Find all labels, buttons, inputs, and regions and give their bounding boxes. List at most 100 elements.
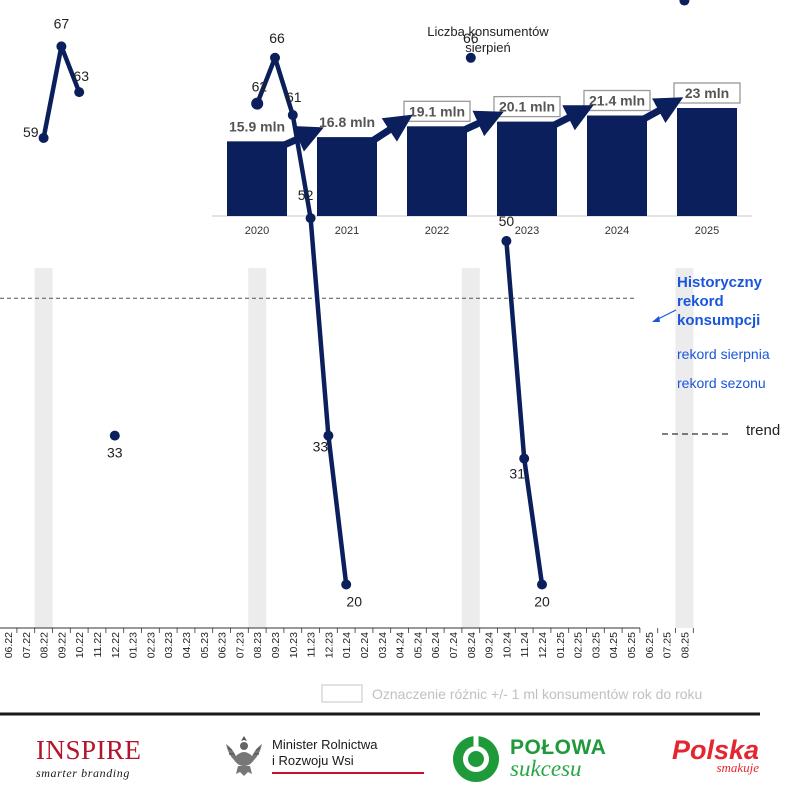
inspire-logo: INSPIRE smarter branding: [36, 735, 142, 781]
x-tick-label: 09.23: [270, 632, 282, 658]
bar-category-label: 2025: [695, 225, 719, 237]
data-point-08.23: [251, 97, 264, 110]
x-tick-label: 06.25: [644, 632, 656, 658]
x-tick-label: 11.22: [92, 632, 104, 658]
diff-note-swatch: [321, 684, 363, 703]
x-tick-label: 06.23: [217, 632, 229, 658]
bar-category-label: 2023: [515, 225, 539, 237]
x-tick-label: 08.22: [39, 632, 51, 658]
x-tick-label: 06.22: [3, 632, 15, 658]
x-tick-label: 02.24: [359, 632, 371, 658]
data-point-12.24: [537, 579, 547, 590]
data-point-08.22: [38, 132, 49, 143]
minister-logo-underline: [272, 771, 424, 774]
x-tick-label: 08.24: [466, 632, 478, 658]
bar-value-box: [583, 89, 651, 112]
x-tick-label: 05.24: [412, 632, 424, 658]
polska-logo-tagline: smakuje: [716, 760, 760, 775]
historic-record-title-3: konsumpcji: [677, 312, 760, 329]
data-label-09.22: 67: [54, 15, 70, 31]
data-label-12.23: 33: [313, 439, 329, 455]
x-tick-label: 01.25: [555, 632, 567, 658]
x-tick-label: 03.23: [163, 632, 175, 658]
bar-value-label: 15.9 mln: [229, 118, 285, 134]
season-band-08.25: [675, 268, 694, 628]
bar-value-box: [673, 82, 741, 104]
legend-season-record: rekord sezonu: [677, 375, 766, 391]
data-point-12.22: [109, 430, 120, 441]
bar-value-label: 23 mln: [685, 85, 729, 101]
data-point-10.24: [501, 236, 512, 246]
data-point-09.23: [270, 52, 280, 63]
x-tick-label: 12.24: [537, 632, 549, 658]
minister-logo-line2: i Rozwoju Wsi: [272, 752, 354, 768]
eagle-emblem-icon: [226, 736, 262, 776]
data-label-08.22: 59: [23, 124, 39, 140]
x-tick-label: 12.22: [110, 632, 122, 658]
legend-trend-label: trend: [746, 422, 780, 439]
minister-logo: Minister Rolnictwa i Rozwoju Wsi: [222, 732, 424, 778]
bar-category-label: 2022: [425, 225, 449, 237]
data-label-11.23: 52: [298, 187, 314, 203]
polska-smakuje-logo: Polska smakuje: [672, 735, 759, 776]
bar-value-box: [403, 100, 471, 122]
growth-arrow: [367, 114, 413, 147]
bar-value-label: 19.1 mln: [409, 103, 465, 119]
bar-2020: [227, 141, 287, 216]
data-point-11.23: [305, 213, 316, 224]
bar-value-label: 20.1 mln: [499, 99, 555, 115]
x-tick-label: 03.24: [377, 632, 389, 658]
x-tick-label: 02.25: [573, 632, 585, 658]
x-tick-label: 05.25: [626, 632, 638, 658]
bar-category-label: 2024: [605, 225, 629, 237]
x-tick-label: 07.22: [21, 632, 33, 658]
data-label-08.24: 66: [463, 30, 479, 46]
x-tick-label: 01.23: [128, 632, 140, 658]
data-point-01.24: [341, 579, 352, 590]
bar-value-label: 16.8 mln: [319, 114, 375, 130]
series-line-2: [254, 55, 349, 587]
bar-2024: [587, 115, 647, 216]
growth-arrow: [637, 97, 684, 125]
historic-record-pointer-head: [652, 316, 660, 322]
data-label-12.24: 20: [534, 594, 550, 610]
polowa-badge-icon: [453, 736, 499, 782]
season-band-08.24: [461, 268, 480, 628]
bar-2025: [677, 108, 737, 216]
data-label-09.23: 66: [269, 30, 285, 46]
bar-2022: [407, 126, 467, 216]
historic-record-title-2: rekord: [677, 293, 724, 310]
bar-2021: [317, 137, 377, 216]
bar-chart-subtitle: sierpień: [465, 40, 511, 55]
polska-logo-name: Polska: [672, 735, 760, 765]
x-tick-label: 07.23: [234, 632, 246, 658]
polowa-logo-tagline: sukcesu: [510, 756, 582, 781]
bar-category-label: 2021: [335, 225, 359, 237]
data-point-09.22: [56, 41, 67, 52]
x-tick-label: 08.23: [252, 632, 264, 658]
bar-value-label: 21.4 mln: [589, 93, 645, 109]
season-band-08.22: [34, 268, 53, 628]
minister-logo-line1: Minister Rolnictwa: [272, 736, 378, 752]
series-line-0: [41, 44, 82, 141]
growth-arrow: [457, 110, 504, 137]
x-tick-label: 05.23: [199, 632, 211, 658]
data-point-10.22: [74, 87, 85, 98]
data-label-11.24: 31: [509, 466, 525, 482]
x-tick-label: 07.24: [448, 632, 460, 658]
inspire-logo-tagline: smarter branding: [36, 766, 130, 780]
x-tick-label: 04.24: [395, 632, 407, 658]
x-tick-label: 11.23: [306, 632, 318, 658]
historic-record-title-1: Historyczny: [677, 274, 763, 291]
x-tick-label: 10.23: [288, 632, 300, 658]
data-label-10.22: 63: [73, 68, 89, 84]
x-tick-label: 04.23: [181, 632, 193, 658]
season-band-08.23: [248, 268, 267, 628]
inspire-logo-name: INSPIRE: [36, 735, 142, 765]
x-tick-label: 01.24: [341, 632, 353, 658]
x-tick-label: 07.25: [662, 632, 674, 658]
x-tick-label: 12.23: [323, 632, 335, 658]
data-label-01.24: 20: [346, 594, 362, 610]
data-label-12.22: 33: [107, 445, 123, 461]
